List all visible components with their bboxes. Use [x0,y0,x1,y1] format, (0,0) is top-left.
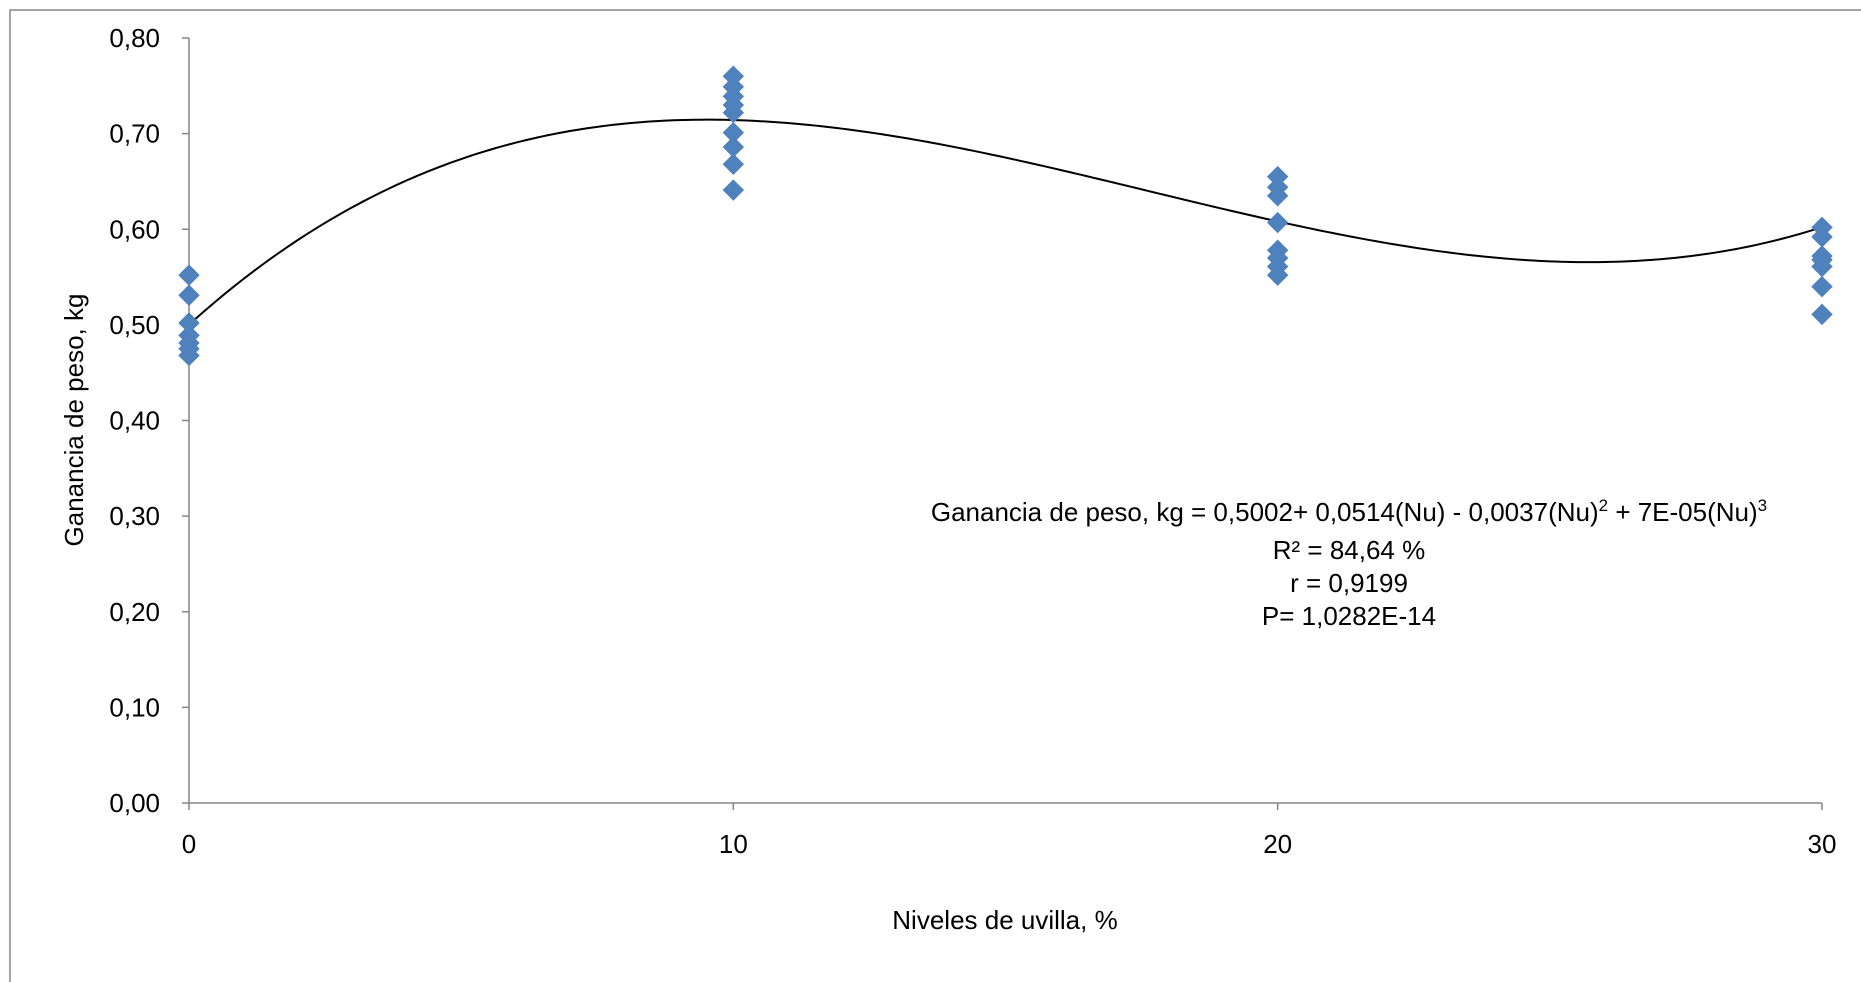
x-tick-label: 10 [719,829,748,859]
y-tick-label: 0,00 [109,788,160,818]
data-point [178,344,200,367]
data-point [1266,211,1289,234]
x-tick-label: 30 [1808,829,1837,859]
data-point [722,179,745,201]
y-tick-label: 0,40 [109,406,160,436]
y-tick-label: 0,60 [109,214,160,244]
x-axis-ticks: 0 10 20 30 [182,803,1837,859]
y-tick-label: 0,30 [109,501,160,531]
r-squared-label: R² = 84,64 % [1273,535,1425,565]
y-axis-ticks: 0,00 0,10 0,20 0,30 0,40 0,50 0,60 0,70 0,80 [109,23,189,818]
x-axis-title: Niveles de uvilla, % [892,905,1117,935]
y-tick-label: 0,80 [109,23,160,53]
y-tick-label: 0,50 [109,310,160,340]
data-point [178,284,200,306]
y-axis-title: Ganancia de peso, kg [59,294,89,547]
trendline [188,118,1823,326]
y-tick-label: 0,20 [109,597,160,627]
equation-label: Ganancia de peso, kg = 0,5002+ 0,0514(Nu… [931,496,1767,527]
y-tick-label: 0,10 [109,692,160,722]
data-point [1811,303,1833,326]
x-tick-label: 0 [182,829,196,859]
data-point [722,153,745,175]
data-points [178,65,1833,367]
data-point [1266,185,1289,207]
x-tick-label: 20 [1263,829,1292,859]
data-point [1811,275,1833,298]
chart-border [9,9,1861,982]
data-point [1266,264,1289,286]
r-label: r = 0,9199 [1290,568,1408,598]
regression-annotation: Ganancia de peso, kg = 0,5002+ 0,0514(Nu… [931,496,1767,631]
p-value-label: P= 1,0282E-14 [1262,601,1436,631]
y-tick-label: 0,70 [109,119,160,149]
